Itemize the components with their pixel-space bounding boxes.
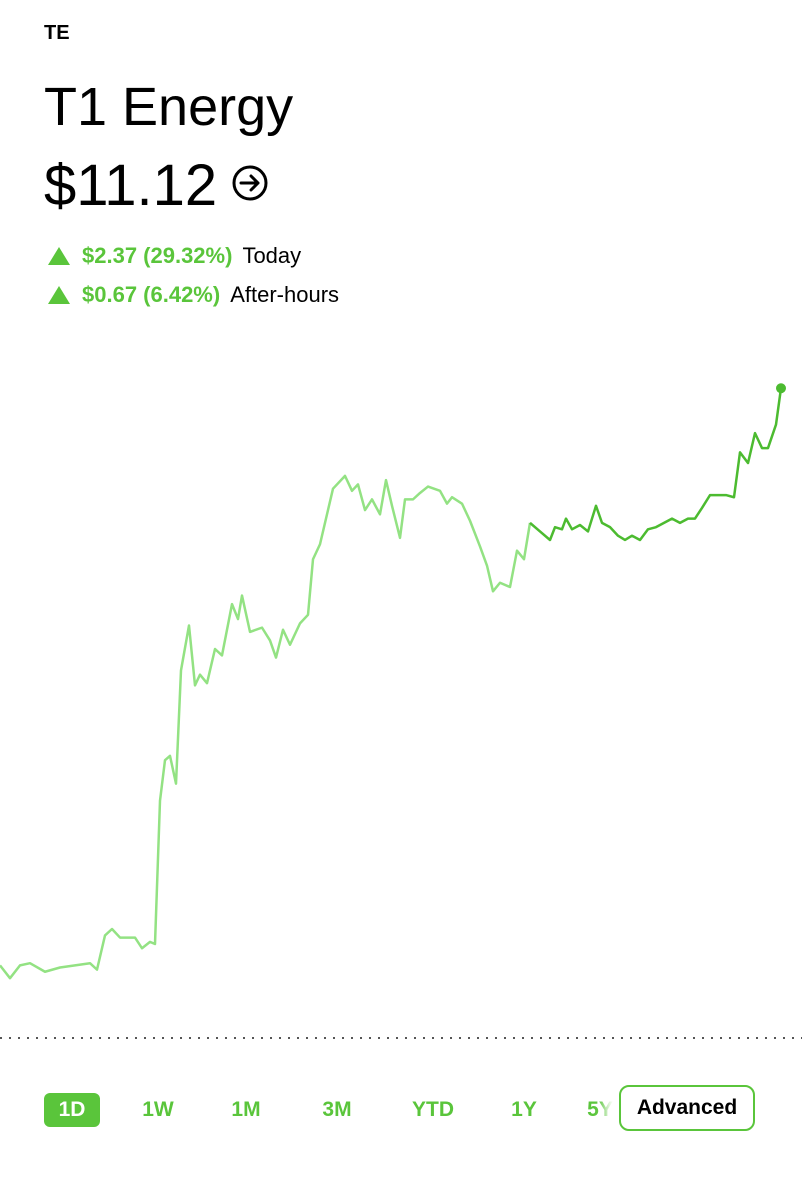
change-label: After-hours	[230, 282, 340, 307]
price-line	[0, 474, 532, 980]
advanced-button[interactable]: Advanced	[619, 1085, 755, 1131]
range-tab[interactable]: 5Y	[587, 1098, 613, 1121]
change-amount: $2.37 (29.32%)	[82, 243, 233, 268]
price: $11.12	[44, 153, 218, 218]
change-amount: $0.67 (6.42%)	[82, 282, 221, 307]
range-tab[interactable]: 1Y	[511, 1098, 537, 1121]
up-triangle	[48, 247, 70, 265]
range-tab[interactable]: 1M	[231, 1098, 261, 1121]
company-name: T1 Energy	[44, 77, 294, 137]
up-triangle	[48, 286, 70, 304]
range-tab[interactable]: YTD	[412, 1098, 454, 1121]
range-tab[interactable]: 1D	[44, 1093, 100, 1127]
last-point	[776, 383, 786, 394]
range-tab[interactable]: 1W	[142, 1098, 174, 1121]
arrow-icon[interactable]	[231, 164, 269, 202]
ticker: TE	[44, 22, 70, 44]
price-line	[529, 388, 783, 542]
change-label: Today	[242, 243, 302, 268]
change-row: $2.37 (29.32%) Today	[48, 243, 301, 269]
change-row: $0.67 (6.42%) After-hours	[48, 282, 339, 308]
range-tab[interactable]: 3M	[322, 1098, 352, 1121]
